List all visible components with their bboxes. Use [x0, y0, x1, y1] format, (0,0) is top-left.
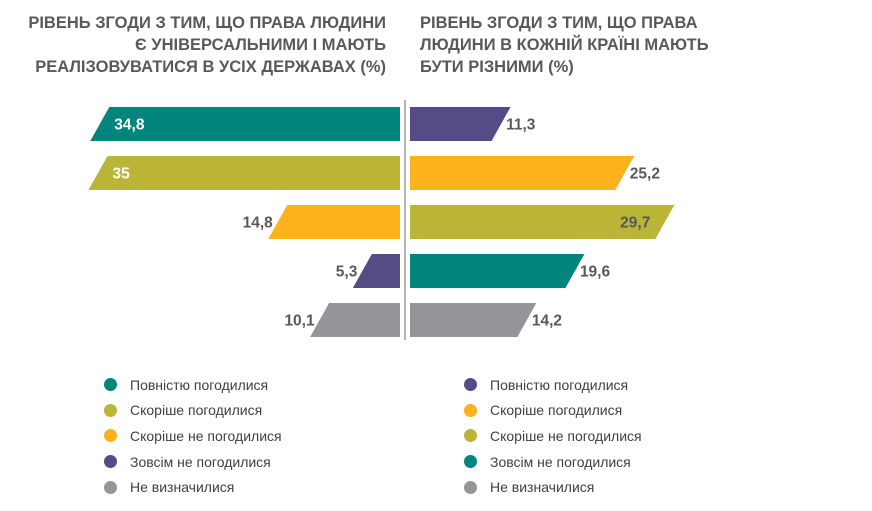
left-legend-swatch [104, 378, 117, 392]
right-bar-повністю-погодилися [410, 107, 511, 141]
right-legend-item: Не визначилися [464, 474, 642, 500]
left-legend-swatch [104, 429, 117, 443]
right-legend-label: Не визначилися [490, 479, 595, 496]
left-bar-зовсім-не-погодилися [352, 254, 400, 288]
left-value-label: 10,1 [284, 313, 315, 330]
right-bar-зовсім-не-погодилися [410, 254, 585, 288]
left-bar-скоріше-погодилися [88, 156, 400, 190]
right-bar-series: 11,3 25,2 29,7 19,6 14,2 [410, 107, 675, 337]
left-bar-повністю-погодилися [90, 107, 400, 141]
left-legend-item: Не визначилися [104, 474, 282, 500]
left-bar-series: 34,8 35 14,8 5,3 10,1 [88, 107, 400, 337]
right-legend-label: Зовсім не погодилися [490, 453, 631, 470]
right-legend-swatch [464, 403, 477, 417]
left-legend-label: Скоріше не погодилися [130, 427, 282, 444]
left-legend-swatch [104, 403, 117, 417]
right-legend: Повністю погодилися Скоріше погодилися Ско… [464, 372, 642, 500]
right-legend-item: Зовсім не погодилися [464, 449, 642, 475]
right-legend-item: Повністю погодилися [464, 372, 642, 398]
left-legend-item: Скоріше не погодилися [104, 423, 282, 449]
left-legend-item: Зовсім не погодилися [104, 449, 282, 475]
right-legend-label: Скоріше погодилися [490, 402, 623, 419]
left-legend-swatch [104, 455, 117, 469]
right-legend-swatch [464, 429, 477, 443]
left-bar-не-визначилися [310, 303, 400, 337]
left-value-label: 34,8 [114, 117, 145, 134]
right-chart-title: РІВЕНЬ ЗГОДИ З ТИМ, ЩО ПРАВА ЛЮДИНИ В КО… [420, 14, 709, 76]
right-legend-label: Повністю погодилися [490, 376, 629, 393]
left-legend: Повністю погодилися Скоріше погодилися Ско… [104, 372, 282, 500]
left-legend-label: Повністю погодилися [130, 376, 269, 393]
right-legend-swatch [464, 378, 477, 392]
right-legend-swatch [464, 455, 477, 469]
right-bar-скоріше-погодилися [410, 156, 635, 190]
right-legend-item: Скоріше погодилися [464, 398, 642, 424]
left-value-label: 5,3 [336, 264, 358, 281]
right-bar-не-визначилися [410, 303, 537, 337]
left-legend-item: Скоріше погодилися [104, 398, 282, 424]
right-value-label: 25,2 [630, 166, 660, 183]
right-value-label: 29,7 [620, 215, 650, 232]
right-value-label: 11,3 [506, 117, 536, 134]
right-legend-item: Скоріше не погодилися [464, 423, 642, 449]
left-legend-label: Скоріше погодилися [130, 402, 263, 419]
left-bar-скоріше-не-погодилися [268, 205, 400, 239]
left-legend-label: Не визначилися [130, 479, 235, 496]
left-legend-swatch [104, 480, 117, 494]
right-value-label: 14,2 [532, 313, 562, 330]
left-legend-item: Повністю погодилися [104, 372, 282, 398]
right-bar-скоріше-не-погодилися [410, 205, 675, 239]
left-legend-label: Зовсім не погодилися [130, 453, 271, 470]
left-value-label: 35 [113, 166, 131, 183]
left-value-label: 14,8 [243, 215, 274, 232]
right-value-label: 19,6 [580, 264, 611, 281]
left-chart-title: РІВЕНЬ ЗГОДИ З ТИМ, ЩО ПРАВА ЛЮДИНИ Є УН… [28, 14, 386, 76]
right-legend-swatch [464, 480, 477, 494]
right-legend-label: Скоріше не погодилися [490, 427, 642, 444]
